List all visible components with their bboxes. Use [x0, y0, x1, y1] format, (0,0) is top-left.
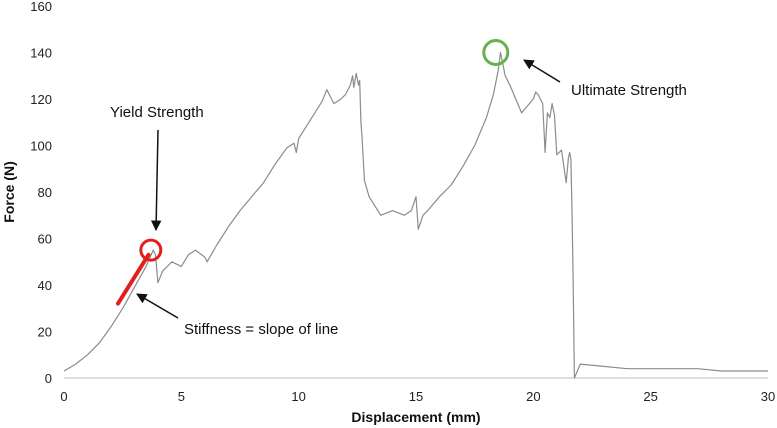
- y-axis-title: Force (N): [1, 161, 17, 222]
- y-tick-label: 80: [38, 185, 52, 200]
- x-tick-label: 0: [60, 389, 67, 404]
- y-tick-label: 0: [45, 371, 52, 386]
- yield-circle: [139, 238, 163, 262]
- y-axis: 0 20 40 60 80 100 120 140 160: [30, 0, 52, 386]
- stiffness-line: [115, 252, 151, 306]
- stiffness-arrow: [136, 293, 179, 319]
- x-axis-title: Displacement (mm): [351, 409, 480, 425]
- annotation-yield-label: Yield Strength: [110, 104, 204, 121]
- x-tick-label: 25: [643, 389, 657, 404]
- y-tick-label: 20: [38, 325, 52, 340]
- annotation-stiffness-label: Stiffness = slope of line: [184, 321, 338, 338]
- ultimate-arrow: [523, 59, 561, 83]
- y-tick-label: 120: [30, 92, 52, 107]
- series-layer: [63, 51, 768, 379]
- x-tick-label: 10: [291, 389, 305, 404]
- x-tick-label: 20: [526, 389, 540, 404]
- ultimate-circle: [482, 39, 510, 66]
- yield-arrow: [150, 129, 162, 232]
- y-tick-label: 100: [30, 139, 52, 154]
- x-axis: 0 5 10 15 20 25 30: [60, 389, 775, 404]
- y-tick-label: 40: [38, 278, 52, 293]
- x-tick-label: 5: [178, 389, 185, 404]
- annotation-layer: [115, 39, 561, 319]
- x-tick-label: 15: [409, 389, 423, 404]
- series-line: [63, 51, 768, 379]
- y-tick-label: 140: [30, 46, 52, 61]
- annotation-ultimate-label: Ultimate Strength: [571, 82, 687, 99]
- y-tick-label: 160: [30, 0, 52, 14]
- y-tick-label: 60: [38, 232, 52, 247]
- x-tick-label: 30: [761, 389, 775, 404]
